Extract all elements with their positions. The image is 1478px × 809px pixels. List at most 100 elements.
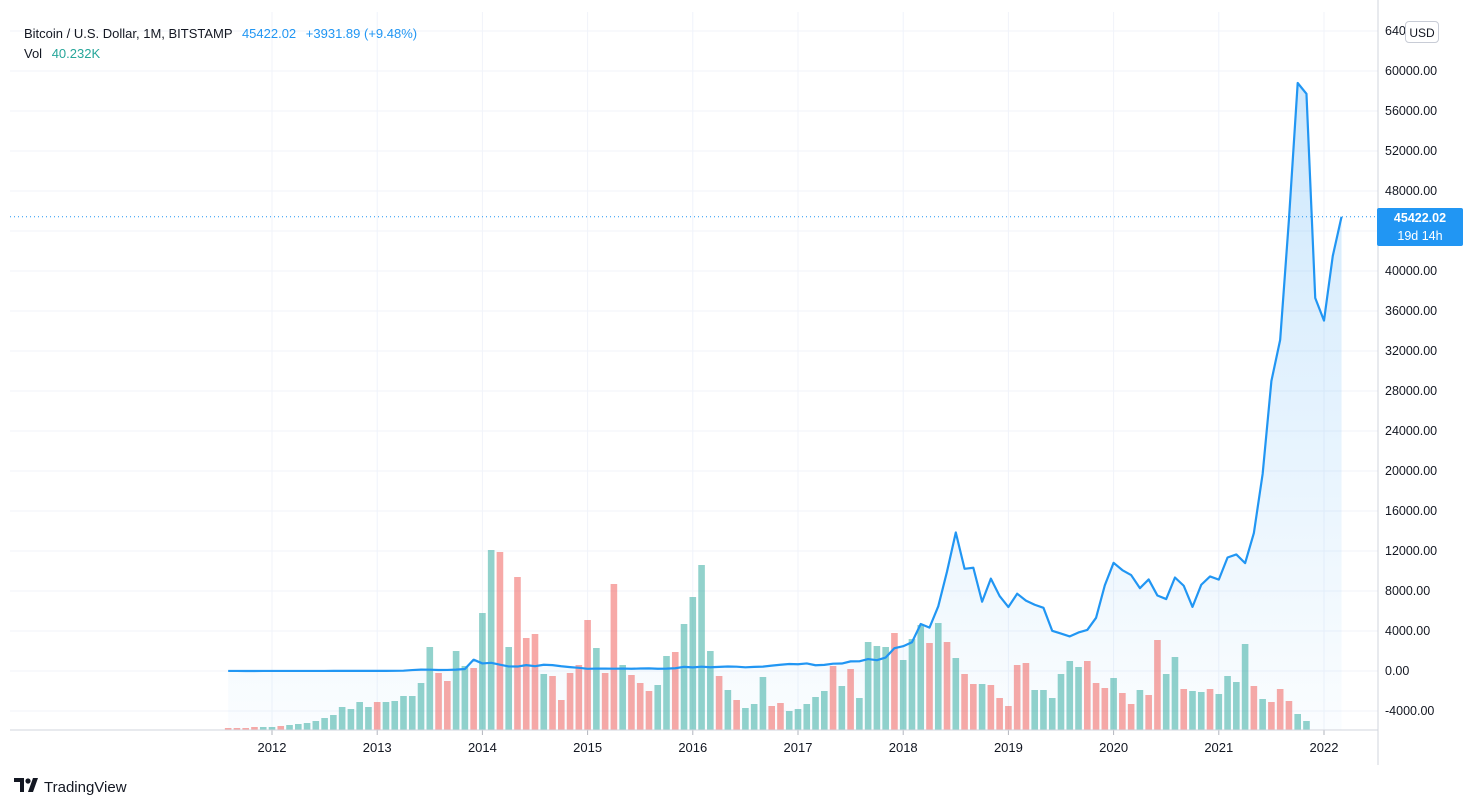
x-tick-label: 2015 — [573, 740, 602, 755]
volume-bar — [522, 638, 530, 730]
volume-bar — [268, 727, 276, 730]
volume-bar — [777, 703, 784, 730]
volume-bar — [1241, 644, 1249, 730]
y-tick-label: 20000.00 — [1385, 464, 1437, 478]
y-tick-label: 8000.00 — [1385, 584, 1430, 598]
y-tick-label: -4000.00 — [1385, 704, 1434, 718]
volume-bar — [1224, 676, 1231, 730]
volume-bar — [891, 633, 898, 730]
volume-bar — [742, 708, 749, 730]
price-area — [228, 83, 1342, 730]
volume-bar — [224, 728, 232, 730]
volume-bar — [1162, 674, 1170, 730]
volume-bar — [821, 691, 828, 730]
volume-bar — [750, 704, 758, 730]
symbol-title[interactable]: Bitcoin / U.S. Dollar, 1M, BITSTAMP — [24, 26, 233, 41]
volume-bar — [461, 666, 469, 730]
volume-bar — [1136, 690, 1144, 730]
volume-bar — [426, 647, 434, 730]
volume-bar — [303, 723, 311, 730]
volume-bar — [330, 715, 337, 730]
volume-bar — [408, 696, 416, 730]
volume-bar — [899, 660, 907, 730]
volume-bar — [365, 707, 372, 730]
volume-bar — [943, 642, 951, 730]
y-tick-label: 40000.00 — [1385, 264, 1437, 278]
volume-bar — [926, 643, 933, 730]
series-line-btcusd — [228, 81, 1343, 673]
volume-bar — [444, 681, 451, 730]
volume-bar — [1294, 714, 1301, 730]
volume-bar — [1250, 686, 1258, 730]
volume-bar — [558, 700, 565, 730]
brand-name: TradingView — [44, 779, 127, 796]
y-tick-label: 28000.00 — [1385, 384, 1437, 398]
volume-bar — [1259, 699, 1266, 730]
volume-bar — [768, 706, 775, 730]
volume-value: 40.232K — [51, 46, 101, 61]
volume-bar — [698, 565, 705, 730]
volume-bar — [1057, 674, 1065, 730]
volume-bar — [1119, 693, 1126, 730]
volume-bar — [505, 647, 512, 730]
badge-countdown: 19d 14h — [1397, 229, 1443, 243]
volume-bar — [628, 675, 635, 730]
volume-bar — [636, 683, 644, 730]
y-tick-label: 12000.00 — [1385, 544, 1437, 558]
tradingview-brand[interactable]: TradingView — [14, 778, 127, 797]
volume-bar — [1066, 661, 1074, 730]
volume-bar — [1206, 689, 1214, 730]
tradingview-logo-icon — [14, 778, 38, 797]
volume-bar — [1145, 695, 1152, 730]
volume-label[interactable]: Vol — [24, 46, 43, 61]
volume-bar — [1154, 640, 1161, 730]
volume-bar — [400, 696, 407, 730]
volume-bar — [671, 652, 679, 730]
volume-bar — [575, 665, 583, 730]
x-tick-label: 2018 — [889, 740, 918, 755]
x-tick-label: 2017 — [784, 740, 813, 755]
volume-bar — [812, 697, 819, 730]
volume-bar — [838, 686, 846, 730]
volume-bar — [1005, 706, 1012, 730]
volume-bar — [794, 709, 802, 730]
volume-bar — [1031, 690, 1038, 730]
volume-bar — [715, 676, 723, 730]
volume-bar — [286, 725, 293, 730]
volume-bar — [1189, 691, 1196, 730]
x-tick-label: 2022 — [1310, 740, 1339, 755]
y-tick-label: 56000.00 — [1385, 104, 1437, 118]
volume-bar — [452, 651, 460, 730]
volume-bar — [391, 701, 399, 730]
volume-bar — [1215, 694, 1223, 730]
volume-bar — [1022, 663, 1030, 730]
volume-bar — [1303, 721, 1310, 730]
volume-bar — [487, 550, 495, 730]
volume-bar — [619, 665, 626, 730]
volume-bar — [1075, 667, 1082, 730]
y-tick-label: 0.00 — [1385, 664, 1409, 678]
x-tick-label: 2012 — [258, 740, 287, 755]
volume-bar — [847, 669, 854, 730]
price-change: +3931.89 (+9.48%) — [305, 26, 418, 41]
volume-bar — [759, 677, 767, 730]
y-tick-label: 16000.00 — [1385, 504, 1437, 518]
axes: 64000.0060000.0056000.0052000.0048000.00… — [10, 0, 1437, 765]
volume-bar — [321, 718, 328, 730]
volume-bar — [514, 577, 521, 730]
volume-bar — [978, 684, 986, 730]
volume-bar — [733, 700, 740, 730]
volume-bar — [242, 728, 249, 730]
volume-bar — [417, 683, 425, 730]
y-tick-label: 36000.00 — [1385, 304, 1437, 318]
volume-bar — [996, 698, 1003, 730]
legend: Bitcoin / U.S. Dollar, 1M, BITSTAMP 4542… — [24, 24, 417, 64]
volume-bar — [1268, 702, 1275, 730]
volume-bar — [680, 624, 688, 730]
volume-bar — [373, 702, 381, 730]
volume-bar — [312, 721, 320, 730]
volume-bar — [531, 634, 539, 730]
volume-bar — [908, 639, 916, 730]
currency-button[interactable]: USD — [1405, 21, 1439, 43]
